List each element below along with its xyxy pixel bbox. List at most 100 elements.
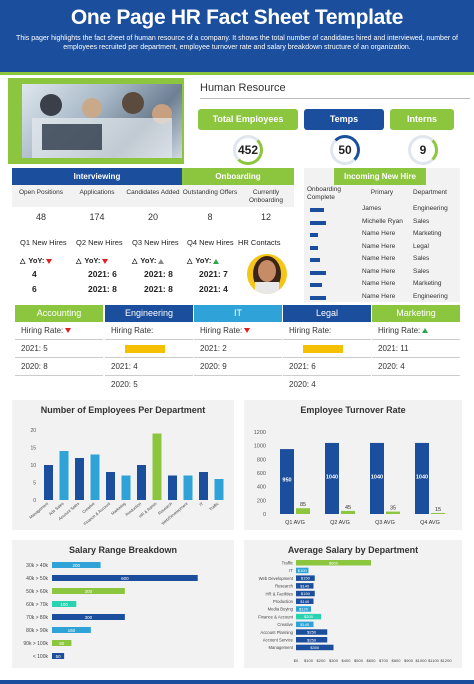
yoy-label: YoY: <box>28 256 45 265</box>
hr-contact-avatar[interactable] <box>247 254 287 294</box>
quarter-value-2020: 2021: 8 <box>144 284 173 294</box>
y-tick-label: Web Development <box>259 576 294 581</box>
row-divider <box>105 375 193 376</box>
bar <box>296 590 315 597</box>
quarter-value-2021: 2021: 7 <box>199 269 228 279</box>
x-tick-label: $900 <box>404 658 414 663</box>
incoming-dept: Sales <box>413 267 430 275</box>
incoming-panel <box>304 168 460 302</box>
hiring-year-value: 2020: 4 <box>378 362 405 371</box>
quarter-value-2021: 4 <box>32 269 37 279</box>
x-tick-label: IT <box>198 501 204 507</box>
bar <box>199 472 208 500</box>
x-tick-label: Q3 AVG <box>375 520 395 526</box>
hiring-rate-label: Hiring Rate: <box>21 326 64 335</box>
salary-range-chart: 30k > 40k 200 40k > 50k 600 50k > 60k 300 60k … <box>23 562 198 660</box>
y-tick-label: Management <box>269 645 294 650</box>
quarter-label: Q3 New Hires <box>132 238 179 247</box>
x-tick-label: Q1 AVG <box>285 520 305 526</box>
col-department: Department <box>413 189 447 196</box>
data-label: 50 <box>56 654 62 659</box>
incoming-name: Name Here <box>362 242 396 250</box>
data-label: 300 <box>85 589 93 594</box>
quarter-label: Q1 New Hires <box>20 238 67 247</box>
x-tick-label: $100 <box>304 658 314 663</box>
trend-up-icon <box>422 328 429 334</box>
hiring-rate: Hiring Rate: <box>21 326 72 335</box>
total-employees-value: 452 <box>233 135 263 165</box>
hiring-rate-label: Hiring Rate: <box>200 326 243 335</box>
bar-employees <box>325 442 339 514</box>
hiring-rate-label: Hiring Rate: <box>111 326 154 335</box>
bar-turnover <box>296 508 310 514</box>
incoming-name: Name Here <box>362 255 396 262</box>
trend-arrow-icon <box>213 258 220 264</box>
incoming-name: Name Here <box>362 280 396 287</box>
triangle-outline-icon: △ <box>132 258 138 265</box>
x-tick-label: Management <box>28 500 50 519</box>
incoming-dept: Marketing <box>413 280 442 287</box>
bar <box>296 644 334 651</box>
trend-down-icon <box>65 328 72 334</box>
y-tick-label: 5 <box>33 481 36 487</box>
row-divider <box>194 339 282 340</box>
row-divider <box>15 357 103 358</box>
temps-label: Temps <box>304 109 384 130</box>
x-tick-label: $300 <box>329 658 339 663</box>
bar <box>75 458 84 500</box>
bar <box>296 637 328 643</box>
quarter-value-2020: 2021: 8 <box>88 284 117 294</box>
footer-bar <box>0 680 474 684</box>
row-divider <box>372 375 460 376</box>
hiring-year-value: 2021: 4 <box>111 362 138 371</box>
quarter-value-2020: 6 <box>32 284 37 294</box>
interview-cols-bg <box>12 185 294 207</box>
hiring-year-value: 2020: 4 <box>289 380 316 389</box>
salary-range-panel <box>12 540 234 668</box>
hiring-year-value: 2021: 6 <box>289 362 316 371</box>
bar <box>214 479 224 500</box>
onboarding-progress <box>310 208 324 212</box>
divider <box>0 72 474 75</box>
temps-value: 50 <box>330 135 360 165</box>
col-outstanding-offers: Outstanding Offers <box>182 189 238 196</box>
bar <box>296 629 328 635</box>
y-tick-label: 1200 <box>254 430 266 436</box>
bar <box>52 614 125 620</box>
incoming-name: Michelle Ryan <box>362 217 403 225</box>
incoming-dept: Sales <box>413 255 430 262</box>
data-label: 35 <box>390 506 396 512</box>
trend-arrow-icon <box>46 258 53 264</box>
avg-salary-chart: Traffic $600 IT $100 Web Development $150 Rese… <box>258 560 452 663</box>
row-divider <box>372 357 460 358</box>
y-tick-label: Finance & Account <box>258 614 294 619</box>
col-applications: Applications <box>79 189 115 196</box>
data-label: $140 <box>300 599 310 604</box>
data-label: 1040 <box>416 474 428 480</box>
onboarding-progress <box>310 258 320 262</box>
x-tick-label: Finance & Account <box>82 500 111 526</box>
row-divider <box>105 339 193 340</box>
y-tick-label: 50k > 60k <box>26 589 48 595</box>
y-tick-label: < 100k <box>33 654 49 660</box>
y-tick-label: 80k > 90k <box>26 628 48 634</box>
hiring-rate: Hiring Rate: <box>111 326 153 335</box>
data-label: 600 <box>121 576 129 581</box>
data-label: $150 <box>301 591 311 596</box>
y-tick-label: 20 <box>30 428 36 434</box>
onboarding-progress <box>310 233 318 237</box>
bar <box>59 451 69 500</box>
bar <box>152 433 162 500</box>
incoming-header: Incoming New Hire <box>334 168 426 185</box>
x-tick-label: $400 <box>342 658 352 663</box>
bar <box>90 454 100 500</box>
x-tick-label: $500 <box>354 658 364 663</box>
trend-arrow-icon <box>158 258 165 264</box>
quarter-value-2021: 2021: 8 <box>144 269 173 279</box>
bar <box>52 562 101 568</box>
data-label: 85 <box>300 502 306 508</box>
hiring-year-value: 2021: 11 <box>378 344 409 353</box>
y-tick-label: 15 <box>30 446 36 452</box>
bar <box>168 475 177 500</box>
y-tick-label: HR & Facilities <box>266 591 293 596</box>
